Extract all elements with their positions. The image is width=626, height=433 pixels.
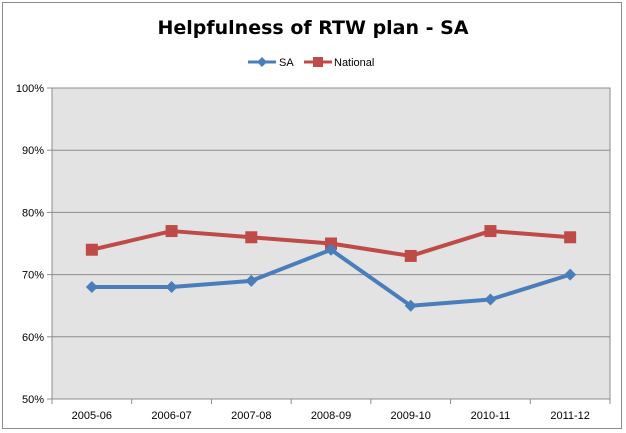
y-tick-label: 90%	[22, 145, 44, 157]
x-tick-label: 2006-07	[151, 410, 191, 422]
chart-title: Helpfulness of RTW plan - SA	[157, 17, 468, 39]
data-point-national	[564, 231, 577, 244]
legend-marker-sa	[257, 57, 267, 67]
gridlines	[52, 87, 610, 338]
data-point-sa	[564, 268, 577, 281]
data-point-sa	[245, 274, 258, 287]
data-point-national	[85, 243, 98, 256]
legend-marker-national	[313, 57, 323, 67]
data-point-sa	[404, 299, 417, 312]
x-tick-label: 2009-10	[391, 410, 431, 422]
series-group	[85, 225, 577, 312]
data-point-national	[165, 225, 178, 238]
data-point-national	[325, 237, 337, 250]
data-point-national	[245, 231, 258, 244]
x-tick-label: 2010-11	[471, 410, 511, 422]
y-tick-label: 70%	[22, 270, 44, 282]
data-point-sa	[325, 243, 337, 256]
y-tick-label: 80%	[22, 207, 44, 219]
x-axis: 2005-06 2006-07 2007-08 2008-09 2009-10 2010-…	[51, 399, 611, 422]
y-tick-label: 60%	[22, 332, 44, 344]
legend-label-sa: SA	[279, 57, 294, 69]
data-point-national	[404, 249, 417, 262]
y-tick-label: 50%	[22, 394, 44, 406]
x-tick-label: 2007-08	[231, 410, 271, 422]
legend-label-national: National	[334, 57, 374, 69]
y-tick-label: 100%	[16, 83, 44, 95]
x-tick-label: 2008-09	[311, 410, 351, 422]
data-point-sa	[85, 281, 98, 294]
data-point-sa	[165, 281, 178, 294]
x-tick-label: 2005-06	[72, 410, 112, 422]
data-point-national	[484, 225, 497, 238]
data-point-sa	[484, 293, 497, 306]
legend: SA National	[248, 57, 374, 69]
x-tick-label: 2011-12	[550, 410, 590, 422]
y-axis: 50% 60% 70% 80% 90% 100%	[16, 83, 52, 406]
